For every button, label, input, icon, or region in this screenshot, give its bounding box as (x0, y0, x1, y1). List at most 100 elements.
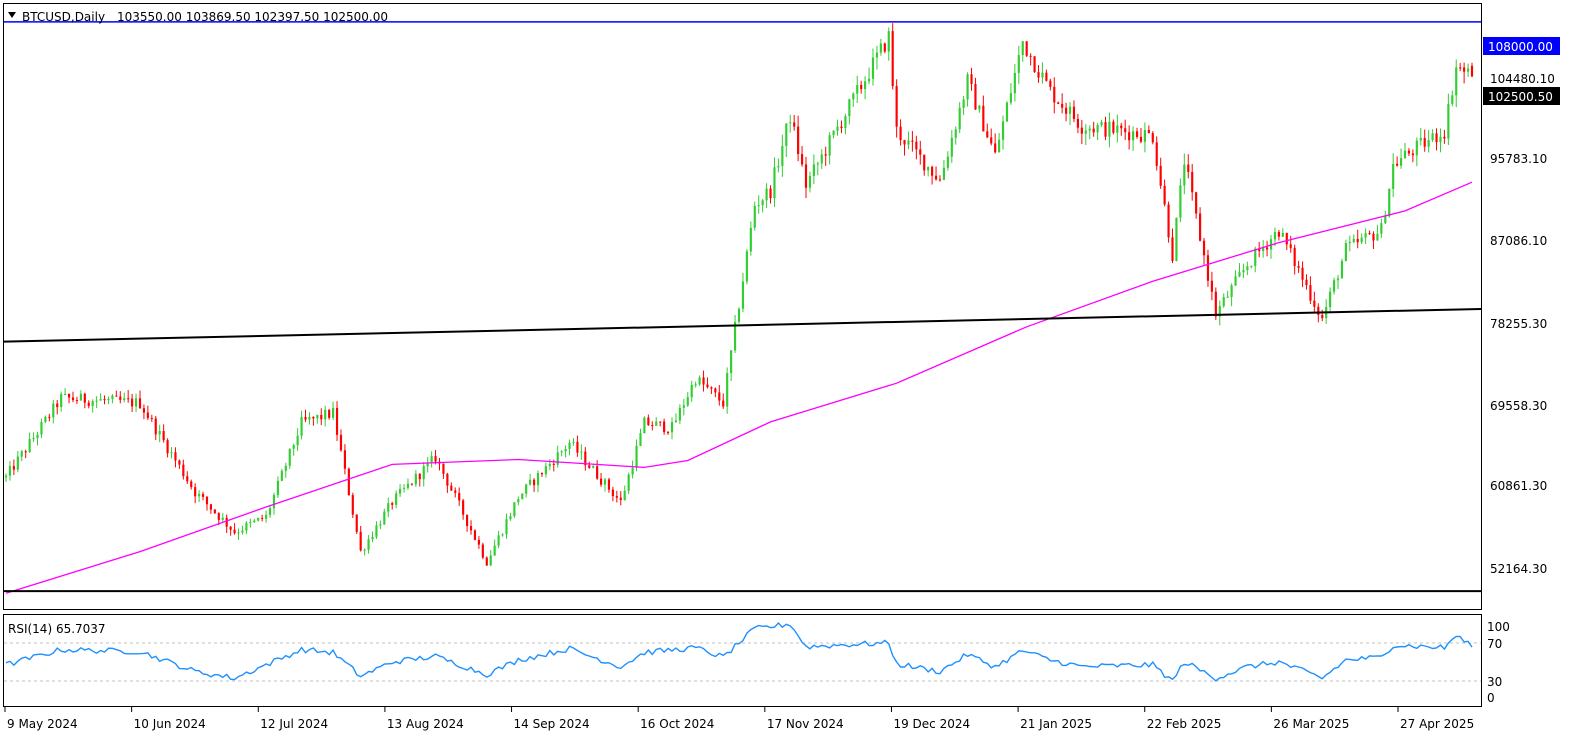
candle-body (1025, 41, 1028, 56)
candle-body (982, 105, 985, 132)
candle-body (994, 143, 997, 153)
candle-body (296, 435, 299, 446)
candle-body (1234, 276, 1237, 286)
candle-body (36, 434, 39, 439)
candle-body (1029, 55, 1032, 57)
candle-body (1301, 267, 1304, 280)
candle-body (1088, 128, 1091, 131)
price-tick-label: 52164.30 (1490, 562, 1547, 576)
candle-body (670, 422, 674, 433)
candle-body (1364, 233, 1367, 238)
candle-body (706, 384, 709, 388)
candle-body (304, 416, 307, 420)
candle-body (442, 463, 445, 474)
candle-body (1135, 131, 1139, 137)
candle-body (1336, 278, 1340, 281)
candle-body (970, 74, 973, 84)
candle-body (418, 473, 421, 480)
candle-body (954, 129, 957, 138)
candle-body (730, 350, 733, 374)
candle-body (1037, 72, 1040, 78)
candle-body (548, 463, 551, 467)
candle-body (371, 536, 374, 540)
candle-body (410, 483, 413, 485)
candle-body (1360, 237, 1363, 243)
candle-body (1202, 240, 1206, 256)
candle-body (663, 421, 666, 433)
candle-body (249, 522, 252, 524)
candle-body (308, 416, 311, 420)
candle-body (115, 395, 118, 397)
candle-body (261, 517, 264, 519)
candle-body (1171, 237, 1174, 261)
candle-body (28, 439, 31, 453)
candle-body (1049, 80, 1052, 87)
candle-body (785, 123, 788, 146)
candle-body (619, 497, 622, 500)
candle-body (462, 500, 465, 515)
candle-body (430, 456, 433, 463)
candle-body (280, 470, 283, 481)
time-tick-label: 9 May 2024 (7, 717, 78, 731)
candle-body (611, 489, 614, 497)
candle-body (158, 431, 161, 435)
candle-body (1411, 153, 1414, 156)
candle-body (1143, 130, 1146, 142)
candle-body (170, 452, 173, 454)
candle-body (276, 480, 280, 496)
candle-body (363, 549, 366, 551)
candle-body (1246, 266, 1249, 271)
candle-body (556, 452, 559, 465)
collapse-triangle-icon[interactable] (8, 12, 16, 18)
candle-body (1210, 280, 1213, 292)
candle-body (351, 495, 354, 515)
candle-body (1151, 133, 1154, 143)
candle-body (521, 493, 524, 500)
candle-body (201, 493, 205, 497)
candle-body (659, 421, 662, 423)
candle-body (328, 409, 331, 418)
candle-body (1195, 192, 1198, 214)
candle-body (596, 466, 599, 479)
candle-body (1344, 243, 1347, 261)
candle-body (465, 514, 469, 527)
candle-body (832, 130, 835, 136)
current-price-label: 102500.50 (1488, 90, 1553, 104)
candle-body (111, 395, 114, 400)
candle-body (1092, 128, 1095, 133)
candle-body (446, 473, 449, 486)
candle-body (966, 74, 969, 100)
candle-body (733, 321, 737, 351)
candle-body (186, 476, 189, 482)
candle-body (808, 175, 812, 188)
candle-body (694, 384, 697, 386)
candle-body (257, 517, 260, 521)
candle-body (1427, 139, 1430, 147)
candle-body (272, 495, 276, 509)
candle-body (627, 474, 630, 491)
candle-body (907, 140, 910, 145)
candle-body (568, 442, 571, 449)
time-axis: 9 May 2024 10 Jun 2024 12 Jul 2024 13 Aug 2… (4, 706, 1474, 731)
candle-body (942, 167, 946, 180)
candle-body (469, 526, 473, 531)
candle-body (651, 425, 654, 427)
candle-body (816, 163, 819, 165)
candle-body (915, 141, 918, 150)
candle-body (1132, 131, 1135, 141)
candle-body (950, 137, 953, 157)
candle-body (485, 557, 488, 566)
candle-body (320, 414, 323, 420)
resistance-level-tag (1483, 37, 1560, 55)
candle-body (134, 398, 138, 407)
candle-body (265, 514, 268, 519)
candle-body (1451, 95, 1454, 104)
candle-body (753, 205, 756, 228)
candle-body (71, 397, 75, 401)
candle-body (493, 545, 496, 556)
candle-body (867, 78, 871, 82)
candle-body (1084, 130, 1087, 134)
candle-body (20, 451, 23, 457)
candle-body (840, 126, 843, 129)
candle-body (387, 503, 390, 512)
